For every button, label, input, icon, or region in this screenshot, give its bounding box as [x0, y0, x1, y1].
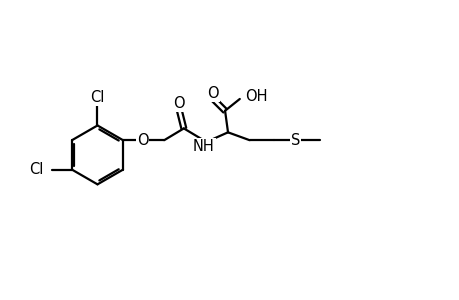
Text: OH: OH	[245, 88, 267, 104]
Text: O: O	[173, 96, 185, 111]
Text: O: O	[207, 86, 218, 101]
Text: O: O	[136, 133, 148, 148]
Text: S: S	[291, 133, 300, 148]
Text: NH: NH	[193, 139, 214, 154]
Text: Cl: Cl	[90, 91, 105, 106]
Text: Cl: Cl	[29, 162, 44, 177]
